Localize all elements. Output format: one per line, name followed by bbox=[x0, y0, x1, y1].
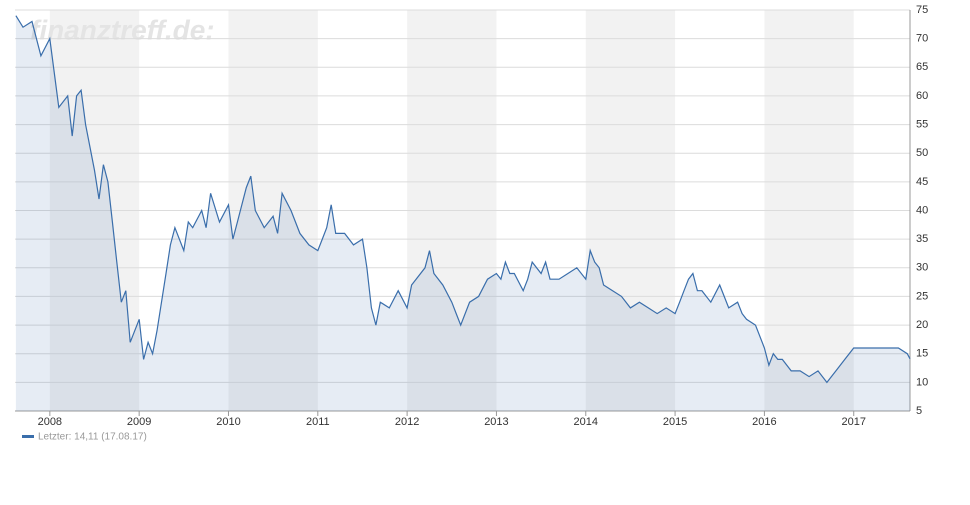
y-tick-label: 20 bbox=[916, 319, 928, 331]
legend-swatch bbox=[22, 435, 34, 438]
y-tick-label: 70 bbox=[916, 33, 928, 45]
x-tick-label: 2010 bbox=[216, 416, 240, 428]
x-tick-label: 2011 bbox=[306, 416, 330, 428]
legend-label: Letzter: 14,11 (17.08.17) bbox=[38, 432, 147, 443]
x-tick-label: 2009 bbox=[127, 416, 151, 428]
y-tick-label: 65 bbox=[916, 61, 928, 73]
x-tick-label: 2013 bbox=[484, 416, 508, 428]
watermark: finanztreff.de: bbox=[30, 14, 215, 45]
x-tick-label: 2014 bbox=[574, 416, 598, 428]
y-tick-label: 45 bbox=[916, 176, 928, 188]
x-tick-label: 2015 bbox=[663, 416, 687, 428]
x-tick-label: 2016 bbox=[752, 416, 776, 428]
y-tick-label: 30 bbox=[916, 262, 928, 274]
y-tick-label: 60 bbox=[916, 90, 928, 102]
y-tick-label: 10 bbox=[916, 376, 928, 388]
y-tick-label: 25 bbox=[916, 290, 928, 302]
y-tick-label: 75 bbox=[916, 4, 928, 16]
y-tick-label: 40 bbox=[916, 204, 928, 216]
y-tick-label: 35 bbox=[916, 233, 928, 245]
line bbox=[15, 15, 911, 384]
area bbox=[15, 15, 911, 411]
x-tick-label: 2008 bbox=[38, 416, 62, 428]
x-tick-label: 2012 bbox=[395, 416, 419, 428]
x-tick-label: 2017 bbox=[841, 416, 865, 428]
y-tick-label: 50 bbox=[916, 147, 928, 159]
y-tick-label: 5 bbox=[916, 405, 922, 417]
y-tick-label: 15 bbox=[916, 348, 928, 360]
y-tick-label: 55 bbox=[916, 118, 928, 130]
